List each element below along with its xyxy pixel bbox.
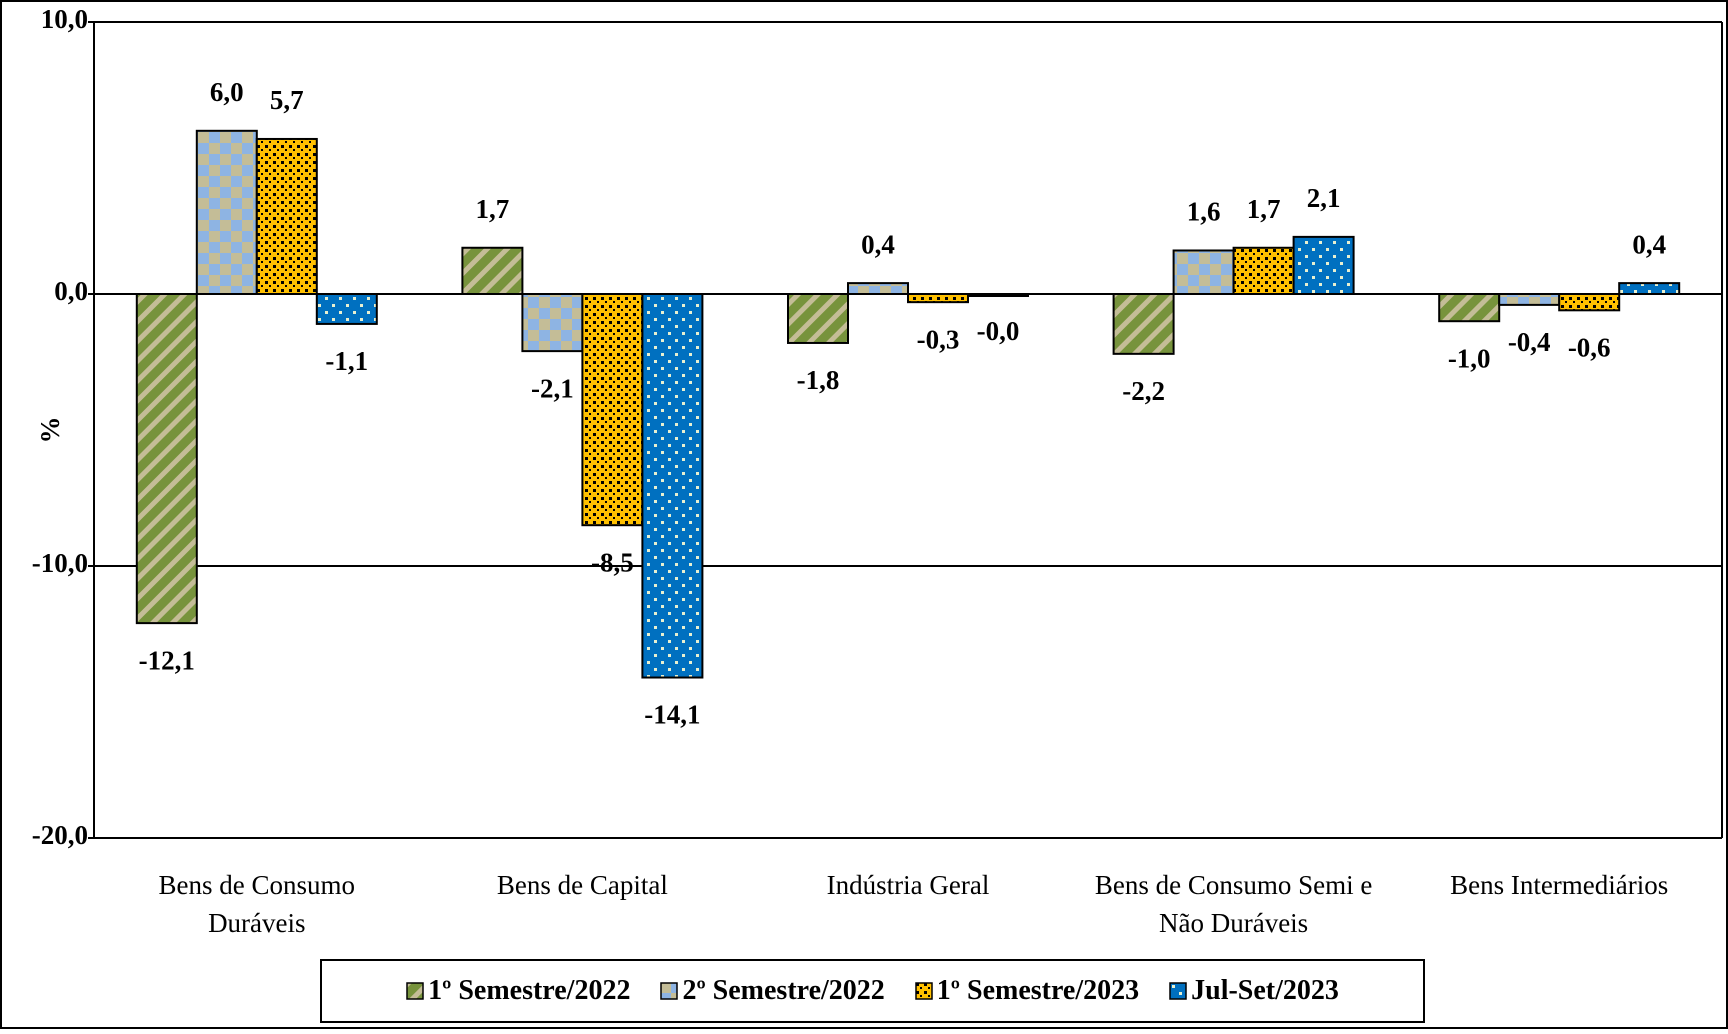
bar (135, 293, 198, 625)
legend-item: 2º Semestre/2022 (660, 975, 885, 1007)
value-label: -1,0 (1448, 343, 1491, 373)
bar (1438, 293, 1501, 323)
bar (1498, 293, 1561, 306)
bar (1232, 246, 1295, 295)
x-tick-label: Bens de Consumo Semi e Não Duráveis (1094, 870, 1373, 938)
bar (521, 293, 584, 353)
y-tick-label: -20,0 (32, 820, 88, 850)
legend-label: 1º Semestre/2022 (428, 975, 631, 1006)
x-tick-label: Indústria Geral (826, 870, 990, 900)
value-label: -2,1 (531, 373, 574, 403)
value-label: 1,6 (1187, 197, 1221, 227)
value-label: 2,1 (1307, 183, 1341, 213)
value-label: 1,7 (476, 194, 510, 224)
legend-swatch (915, 982, 933, 1000)
value-label: 6,0 (210, 77, 244, 107)
value-label: -0,0 (977, 316, 1020, 346)
y-tick-label: 10,0 (41, 4, 88, 34)
legend-label: 1º Semestre/2023 (936, 975, 1140, 1006)
value-label: -0,4 (1508, 327, 1551, 357)
legend-item: Jul-Set/2023 (1169, 975, 1339, 1007)
value-label: -12,1 (139, 645, 195, 675)
value-label: -2,2 (1122, 376, 1165, 406)
value-label: -14,1 (644, 700, 700, 730)
bar (195, 129, 258, 295)
bar (641, 293, 704, 679)
bar (1112, 293, 1175, 355)
legend-swatch-fill (406, 982, 424, 1000)
bar (315, 293, 378, 325)
y-tick-label: 0,0 (54, 276, 88, 306)
bar (967, 293, 1029, 297)
y-tick-label: -10,0 (32, 548, 88, 578)
bar (581, 293, 644, 527)
bar (1172, 249, 1235, 295)
legend-swatch-fill (1169, 982, 1187, 1000)
bar (1558, 293, 1621, 312)
legend-swatch-fill (915, 982, 933, 1000)
bar (907, 293, 969, 304)
bar (847, 282, 909, 295)
bar (461, 246, 524, 295)
legend-swatch (1169, 982, 1187, 1000)
value-label: 5,7 (270, 85, 304, 115)
value-label: 1,7 (1247, 194, 1281, 224)
bar (255, 137, 318, 295)
legend-swatch-fill (660, 982, 679, 1000)
value-label: -0,3 (917, 324, 960, 354)
legend-item: 1º Semestre/2022 (406, 975, 630, 1007)
legend-label: Jul-Set/2023 (1191, 975, 1339, 1006)
value-label: -1,1 (325, 346, 368, 376)
legend-swatch (406, 982, 424, 1000)
value-label: -0,6 (1568, 333, 1611, 363)
legend: 1º Semestre/2022 2º Semestre/2022 1º Semes… (320, 959, 1425, 1023)
bar (787, 293, 849, 344)
bar (1618, 282, 1681, 295)
bar (1292, 235, 1355, 296)
x-tick-label: Bens de Capital (496, 870, 668, 900)
value-label: -8,5 (591, 547, 634, 577)
y-axis-label: % (35, 417, 65, 444)
x-tick-label: Bens de Consumo Duráveis (158, 870, 356, 938)
legend-label: 2º Semestre/2022 (682, 975, 885, 1006)
value-label: -1,8 (797, 365, 840, 395)
legend-item: 1º Semestre/2023 (915, 975, 1139, 1007)
x-tick-label: Bens Intermediários (1450, 870, 1669, 900)
legend-swatch (660, 982, 679, 1000)
value-label: 0,4 (1632, 229, 1666, 259)
value-label: 0,4 (861, 229, 895, 259)
